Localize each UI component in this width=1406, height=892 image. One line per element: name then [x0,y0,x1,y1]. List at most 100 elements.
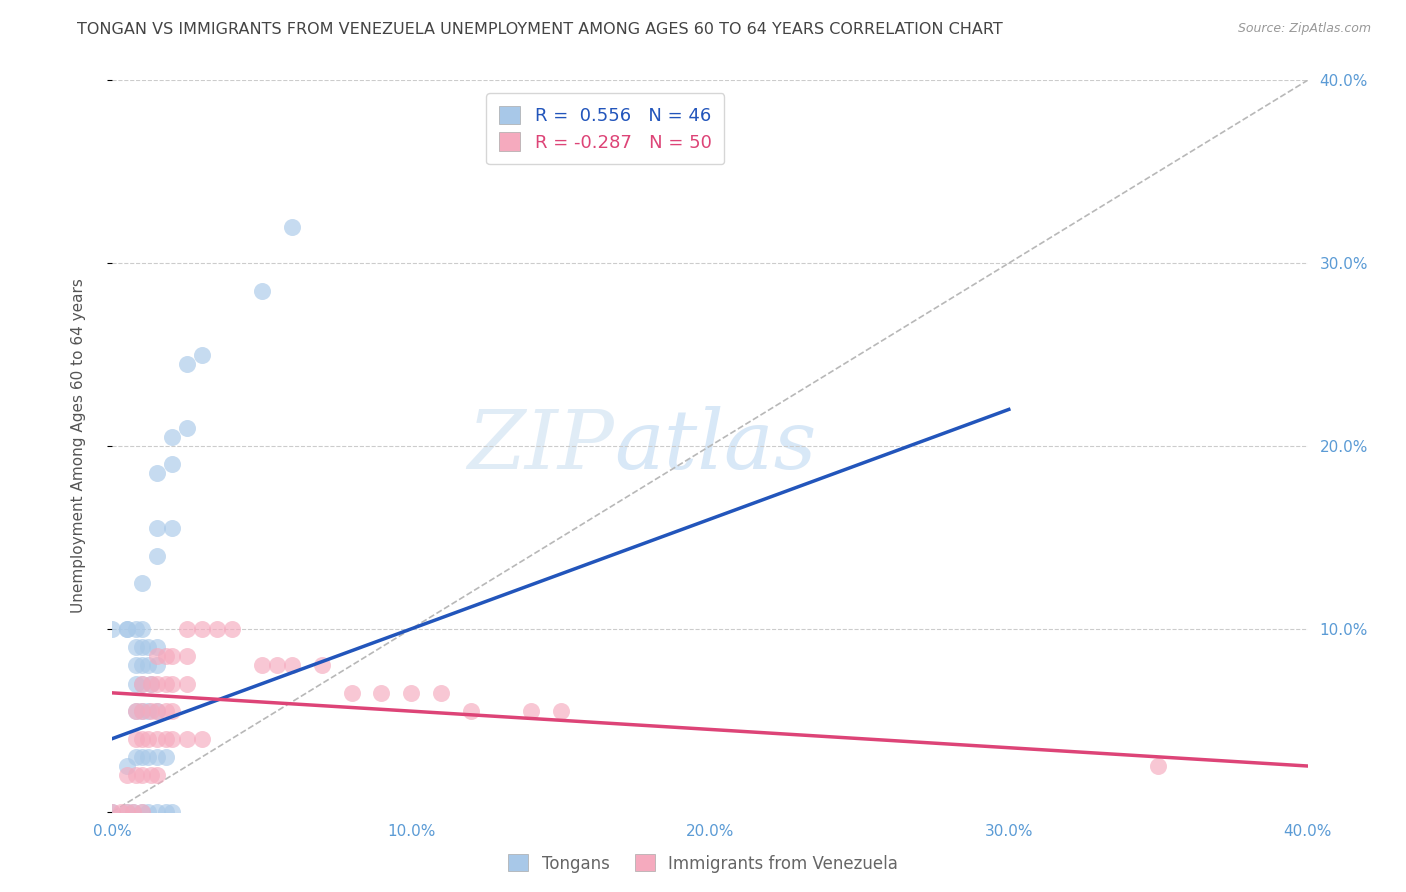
Point [131,805,153,819]
Point [146,649,169,664]
Point [155,805,177,819]
Point [155,676,177,690]
Point [138,640,160,655]
Point [117,768,139,782]
Y-axis label: Unemployment Among Ages 60 to 64 years: Unemployment Among Ages 60 to 64 years [72,278,86,614]
Legend: Tongans, Immigrants from Venezuela: Tongans, Immigrants from Venezuela [502,847,904,880]
Point [191,731,214,746]
Text: atlas: atlas [614,406,817,486]
Point [131,805,153,819]
Point [146,704,169,718]
Point [101,805,124,819]
Point [101,622,124,636]
Point [191,622,214,636]
Point [125,676,148,690]
Point [176,421,198,435]
Point [125,768,148,782]
Point [125,704,148,718]
Point [122,805,145,819]
Point [281,658,304,673]
Point [141,676,163,690]
Point [162,805,183,819]
Point [176,622,198,636]
Point [155,731,177,746]
Point [146,640,169,655]
Text: ZIP: ZIP [468,406,614,486]
Point [155,704,177,718]
Point [131,676,153,690]
Point [131,704,153,718]
Point [141,768,163,782]
Point [146,467,169,481]
Point [117,622,139,636]
Point [311,658,333,673]
Text: TONGAN VS IMMIGRANTS FROM VENEZUELA UNEMPLOYMENT AMONG AGES 60 TO 64 YEARS CORRE: TONGAN VS IMMIGRANTS FROM VENEZUELA UNEM… [77,22,1002,37]
Point [191,347,214,362]
Point [146,731,169,746]
Point [117,622,139,636]
Point [141,704,163,718]
Point [146,805,169,819]
Point [131,640,153,655]
Point [131,676,153,690]
Point [520,704,543,718]
Point [101,805,124,819]
Point [155,649,177,664]
Point [138,805,160,819]
Point [162,676,183,690]
Point [146,549,169,563]
Point [138,658,160,673]
Point [146,749,169,764]
Point [110,805,132,819]
Point [117,805,139,819]
Point [162,649,183,664]
Point [430,686,453,700]
Point [131,622,153,636]
Point [162,704,183,718]
Point [550,704,572,718]
Point [250,284,273,298]
Point [138,749,160,764]
Point [340,686,363,700]
Legend: R =  0.556   N = 46, R = -0.287   N = 50: R = 0.556 N = 46, R = -0.287 N = 50 [486,93,724,164]
Point [131,704,153,718]
Point [125,622,148,636]
Point [155,749,177,764]
Point [221,622,243,636]
Point [131,658,153,673]
Point [146,704,169,718]
Point [162,430,183,444]
Point [281,219,304,234]
Point [125,704,148,718]
Point [1147,759,1170,773]
Point [131,749,153,764]
Point [117,759,139,773]
Point [146,676,169,690]
Point [250,658,273,673]
Point [146,768,169,782]
Point [401,686,423,700]
Point [131,768,153,782]
Point [125,731,148,746]
Point [131,576,153,591]
Point [125,640,148,655]
Point [131,731,153,746]
Point [162,731,183,746]
Point [205,622,228,636]
Point [117,805,139,819]
Point [146,658,169,673]
Point [122,805,145,819]
Point [176,357,198,371]
Point [141,676,163,690]
Point [176,731,198,746]
Point [138,731,160,746]
Point [176,649,198,664]
Point [146,521,169,535]
Text: Source: ZipAtlas.com: Source: ZipAtlas.com [1237,22,1371,36]
Point [460,704,482,718]
Point [138,704,160,718]
Point [176,676,198,690]
Point [370,686,392,700]
Point [125,749,148,764]
Point [162,521,183,535]
